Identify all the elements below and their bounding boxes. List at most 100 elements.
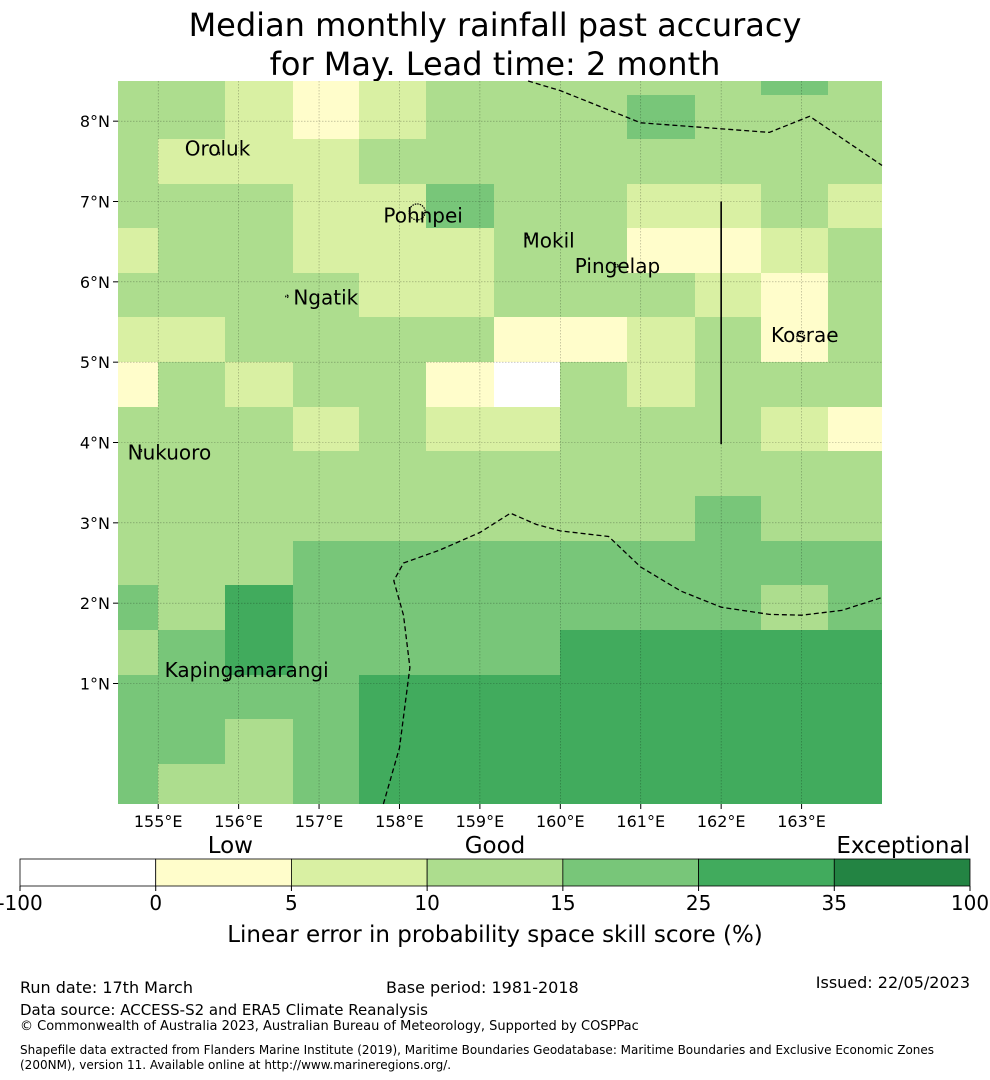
skill-cell: [293, 228, 359, 273]
skill-cell: [494, 317, 560, 362]
skill-cell: [158, 451, 225, 496]
skill-cell: [426, 317, 494, 362]
skill-cell: [494, 362, 560, 407]
skill-cell: [695, 407, 761, 451]
issued-date: Issued: 22/05/2023: [815, 973, 970, 992]
skill-cell: [118, 764, 158, 804]
skill-cell: [627, 764, 695, 804]
skill-cell: [426, 81, 494, 95]
skill-cell: [494, 451, 560, 496]
skill-cell: [828, 585, 882, 630]
skill-cell: [426, 407, 494, 451]
skill-cell: [627, 451, 695, 496]
skill-cell: [158, 81, 225, 95]
x-tick-label: 163°E: [777, 812, 826, 831]
skill-cell: [293, 719, 359, 764]
skill-cell: [627, 675, 695, 719]
skill-cell: [225, 184, 293, 228]
skill-cell: [293, 496, 359, 541]
skill-cell: [627, 585, 695, 630]
skill-cell: [426, 630, 494, 675]
skill-cell: [359, 496, 426, 541]
x-tick-label: 158°E: [375, 812, 424, 831]
colorbar-bin: [426, 858, 564, 887]
y-tick-label: 8°N: [80, 112, 110, 131]
place-label: Kapingamarangi: [165, 658, 329, 682]
skill-cell: [761, 228, 828, 273]
skill-cell: [828, 764, 882, 804]
skill-cell: [494, 228, 560, 273]
skill-cell: [359, 362, 426, 407]
skill-cell: [225, 407, 293, 451]
skill-cell: [494, 630, 560, 675]
skill-cell: [828, 675, 882, 719]
skill-cell: [118, 95, 158, 139]
skill-cell: [426, 764, 494, 804]
skill-cell: [494, 273, 560, 317]
eez-boundary-line: [382, 512, 883, 805]
skill-cell: [225, 451, 293, 496]
skill-cell: [560, 585, 627, 630]
skill-cell: [118, 719, 158, 764]
skill-cell: [158, 585, 225, 630]
skill-cell: [494, 496, 560, 541]
skill-cell: [118, 81, 158, 95]
skill-cell: [828, 630, 882, 675]
skill-cell: [426, 496, 494, 541]
skill-cell: [359, 95, 426, 139]
skill-cell: [494, 95, 560, 139]
skill-cell: [118, 451, 158, 496]
skill-cell: [560, 719, 627, 764]
place-label: Mokil: [523, 228, 575, 252]
skill-cell: [225, 362, 293, 407]
skill-cell: [359, 407, 426, 451]
skill-cell: [225, 95, 293, 139]
skill-cell: [695, 496, 761, 541]
skill-cell: [426, 139, 494, 184]
skill-cell: [695, 764, 761, 804]
island-outline: [138, 448, 143, 453]
skill-cell: [293, 273, 359, 317]
skill-cell: [225, 585, 293, 630]
skill-cell: [225, 541, 293, 585]
skill-cell: [225, 496, 293, 541]
skill-cell: [118, 184, 158, 228]
latitude-ticks: 1°N 2°N 3°N 4°N 5°N 6°N 7°N 8°N: [80, 112, 118, 694]
skill-cell: [158, 541, 225, 585]
skill-cell: [695, 95, 761, 139]
colorbar-tick-label: 15: [550, 891, 575, 915]
skill-cell: [359, 541, 426, 585]
skill-cell: [359, 451, 426, 496]
skill-cell: [359, 675, 426, 719]
skill-cell: [426, 675, 494, 719]
skill-grid: [118, 81, 882, 804]
skill-cell: [158, 228, 225, 273]
skill-cell: [627, 496, 695, 541]
skill-cell: [560, 764, 627, 804]
island-outline: [796, 332, 806, 342]
y-tick-label: 6°N: [80, 273, 110, 292]
skill-cell: [828, 317, 882, 362]
skill-cell: [118, 630, 158, 675]
skill-cell: [359, 273, 426, 317]
skill-cell: [494, 585, 560, 630]
skill-cell: [426, 184, 494, 228]
colorbar-bin: [562, 858, 699, 887]
colorbar-tick-label: 35: [822, 891, 847, 915]
skill-cell: [828, 496, 882, 541]
colorbar-tick-label: 5: [285, 891, 298, 915]
skill-cell: [158, 273, 225, 317]
skill-cell: [359, 585, 426, 630]
skill-cell: [828, 719, 882, 764]
skill-cell: [761, 407, 828, 451]
island-outline: [285, 294, 289, 299]
skill-cell: [761, 585, 828, 630]
skill-cell: [158, 496, 225, 541]
skill-cell: [560, 496, 627, 541]
skill-cell: [560, 362, 627, 407]
skill-cell: [293, 362, 359, 407]
skill-cell: [627, 719, 695, 764]
skill-cell: [761, 273, 828, 317]
place-label: Kosrae: [771, 323, 839, 347]
skill-cell: [359, 184, 426, 228]
